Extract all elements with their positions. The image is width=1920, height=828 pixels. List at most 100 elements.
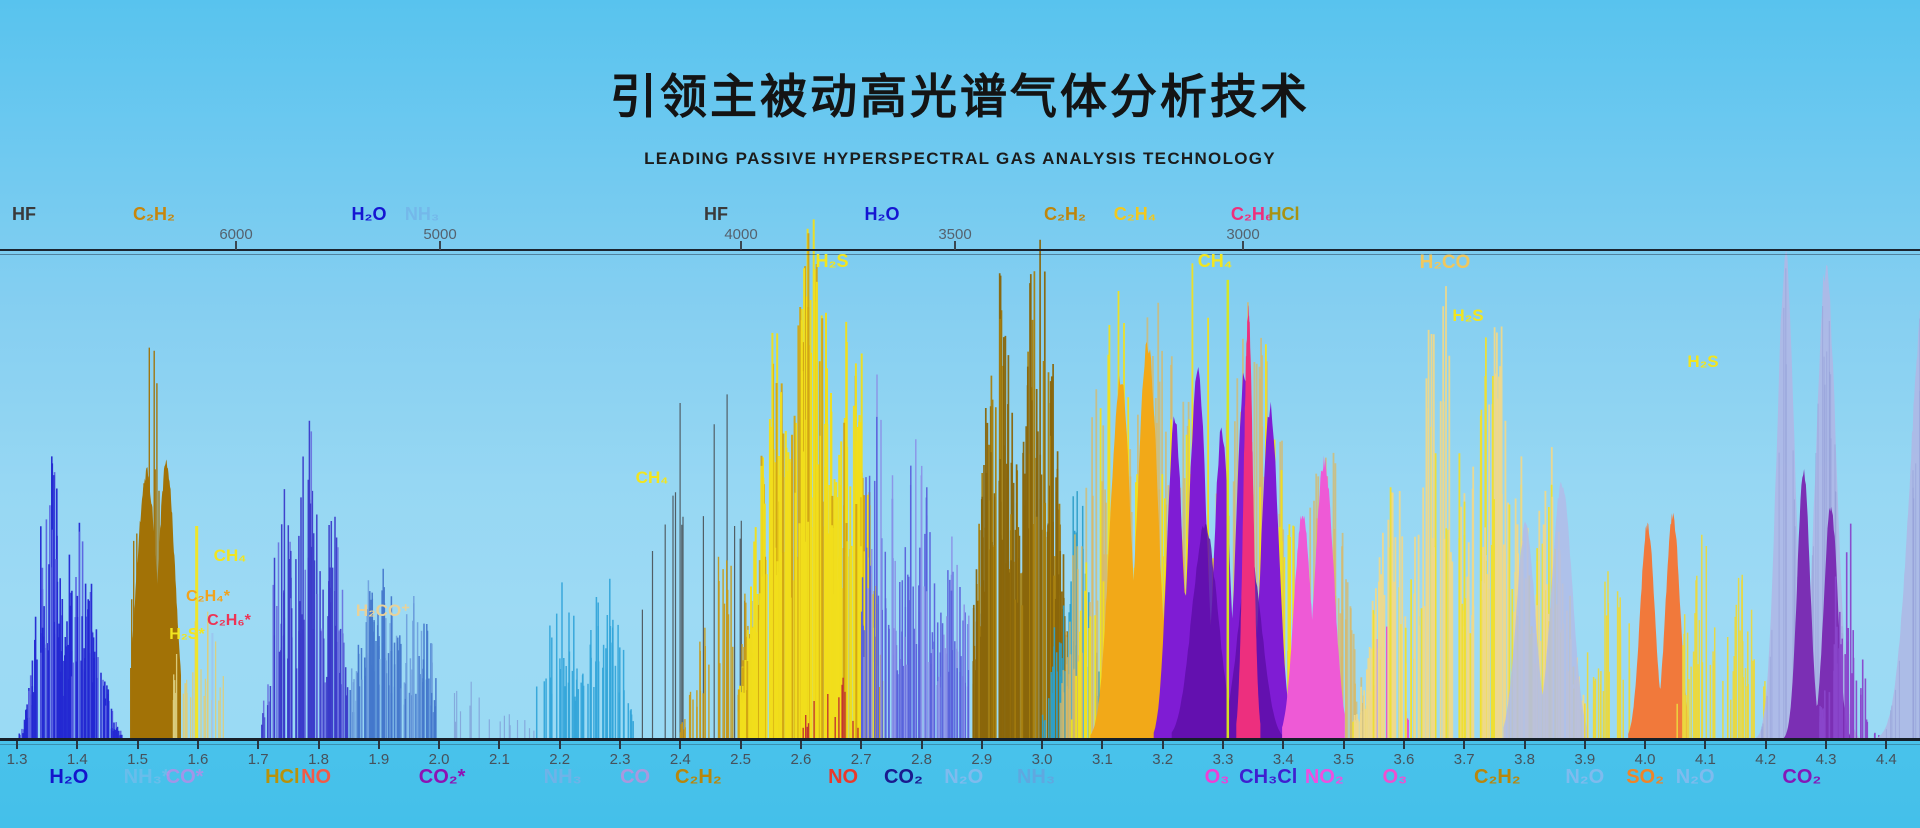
bottom-axis-tick-label: 3.8 <box>1514 751 1535 768</box>
band-yellow-4.12 <box>1676 534 1769 740</box>
spectrum-annotation: CH₄ <box>1197 251 1233 272</box>
band-brown-2.95 <box>972 239 1069 740</box>
bottom-molecule-label: CO <box>620 766 651 788</box>
top-molecule-label: H₂O <box>864 204 900 224</box>
bottom-axis-tick-label: 2.1 <box>488 751 510 768</box>
bottom-molecule-label: CO₂ <box>1782 766 1822 788</box>
top-molecule-label: H₂O <box>351 204 387 224</box>
bottom-molecule-label: NO <box>828 766 859 788</box>
band-co-1.6-khaki <box>172 611 224 740</box>
spectrum-annotation: C₂H₆* <box>207 611 251 629</box>
bottom-axis-tick-label: 3.7 <box>1453 751 1475 768</box>
bottom-molecule-label: O₃ <box>1204 766 1230 788</box>
top-axis-tick-mark <box>740 241 742 250</box>
bottom-axis-tick-mark <box>980 741 983 749</box>
bottom-axis-tick-label: 3.2 <box>1152 751 1174 768</box>
bottom-axis-tick-label: 4.4 <box>1875 751 1897 768</box>
bottom-axis-tick-mark <box>1764 741 1767 749</box>
band-magenta-mass-3.45 <box>1282 455 1345 740</box>
bottom-axis-tick-label: 4.2 <box>1755 751 1777 768</box>
bottom-axis-tick-label: 3.1 <box>1091 751 1113 768</box>
bottom-axis-tick-mark <box>1644 741 1647 749</box>
bottom-axis-tick-label: 1.7 <box>247 751 269 768</box>
bottom-molecule-label: H₂O <box>49 766 89 788</box>
bottom-axis-tick-label: 1.4 <box>66 751 88 768</box>
bottom-molecule-label: HCl <box>265 766 300 788</box>
bottom-axis-tick-mark <box>1342 741 1345 749</box>
bottom-axis-tick-label: 4.1 <box>1694 751 1716 768</box>
band-lavender-3.83 <box>1503 481 1588 740</box>
spectrum-annotation: H₂S <box>1687 351 1719 371</box>
top-axis-tick-label: 3000 <box>1226 226 1260 243</box>
top-axis-tick-mark <box>1242 241 1244 250</box>
band-sparse-2.07 <box>453 681 535 740</box>
top-molecule-label: HCl <box>1268 204 1300 224</box>
bottom-molecule-label: C₂H₂ <box>675 766 722 788</box>
bottom-axis-line <box>0 738 1920 741</box>
bottom-axis-tick-label: 4.3 <box>1815 751 1837 768</box>
bottom-molecule-label: N₂O <box>1565 766 1605 788</box>
bottom-molecule-label: CH₃Cl <box>1239 766 1298 788</box>
bottom-axis-tick-label: 3.9 <box>1574 751 1596 768</box>
bottom-molecule-label: NO <box>301 766 332 788</box>
top-axis-tick-mark <box>954 241 956 250</box>
bottom-axis-tick-mark <box>739 741 742 749</box>
bottom-axis-tick-mark <box>619 741 621 749</box>
top-axis-tick-label: 4000 <box>724 226 758 243</box>
band-lavender-edge-4.46 <box>1877 310 1920 740</box>
top-molecule-label: NH₃ <box>404 204 440 224</box>
band-h2co-1.78-indigo <box>261 420 349 740</box>
bottom-axis-tick-label: 2.4 <box>669 751 691 768</box>
top-axis-line <box>0 249 1920 251</box>
bottom-axis-tick-mark <box>860 741 863 749</box>
top-molecule-label: C₂H₂ <box>133 204 175 224</box>
spectrum-annotation: H₂CO <box>1419 251 1471 273</box>
bottom-axis-tick-mark <box>1222 741 1224 749</box>
band-nh3-2.23-cyan <box>535 578 634 740</box>
bottom-molecule-label: N₂O <box>1675 766 1715 788</box>
bottom-axis-tick-mark <box>1402 741 1405 749</box>
top-molecule-label: HF <box>12 204 36 224</box>
top-axis-tick-mark <box>235 241 237 250</box>
band-steelblue-1.9 <box>349 568 437 740</box>
bottom-axis-tick-label: 1.5 <box>127 751 149 768</box>
spectrum-annotation: H₂S <box>1452 305 1484 325</box>
band-co2-4.28-purple <box>1782 469 1864 740</box>
top-axis-tick-label: 5000 <box>423 226 457 243</box>
bottom-axis-tick-label: 2.9 <box>971 751 993 768</box>
bottom-axis-tick-mark <box>1885 741 1888 749</box>
bottom-axis-tick-mark <box>76 741 79 749</box>
band-h2o-2.75-cornflower <box>860 374 970 740</box>
bottom-axis-tick-label: 3.6 <box>1393 751 1415 768</box>
bottom-axis-tick-mark <box>1463 741 1466 749</box>
bottom-axis-tick-mark <box>1583 741 1586 749</box>
bottom-axis-tick-mark <box>799 741 802 749</box>
bottom-axis-tick-mark <box>1041 741 1044 749</box>
band-violet-4.33 <box>1819 523 1880 740</box>
band-h2s-2.6-yellow <box>737 219 884 740</box>
band-crimson-2.65 <box>802 677 865 740</box>
bottom-axis-tick-label: 2.3 <box>609 751 631 768</box>
bottom-axis-tick-label: 2.5 <box>730 751 752 768</box>
bottom-molecule-label: CO₂ <box>883 766 923 788</box>
bottom-axis-line-secondary <box>0 744 1920 745</box>
top-axis-line-secondary <box>0 254 1920 255</box>
bottom-axis-tick-mark <box>1523 741 1526 749</box>
bottom-molecule-label: C₂H₂ <box>1474 766 1521 788</box>
bottom-axis-tick-label: 1.3 <box>6 751 28 768</box>
bottom-molecule-label: N₂O <box>944 766 984 788</box>
bottom-molecule-label: CO₂* <box>418 766 466 788</box>
bottom-axis-tick-mark <box>377 741 380 749</box>
header: 引领主被动高光谱气体分析技术 LEADING PASSIVE HYPERSPEC… <box>0 58 1920 169</box>
bottom-axis-tick-label: 2.2 <box>549 751 571 768</box>
page-subtitle: LEADING PASSIVE HYPERSPECTRAL GAS ANALYS… <box>644 149 1276 168</box>
bottom-axis-tick-label: 1.8 <box>308 751 329 768</box>
spectrum-annotation: CH₄ <box>635 467 669 487</box>
top-molecule-label: C₂H₂ <box>1044 204 1086 224</box>
bottom-axis-tick-label: 2.7 <box>850 751 872 768</box>
spectrum-annotation: H₂S* <box>169 625 205 643</box>
bottom-axis-tick-mark <box>679 741 682 749</box>
bottom-axis-tick-label: 2.0 <box>428 751 450 768</box>
bottom-molecule-label: NH₃ <box>1016 766 1056 788</box>
bottom-axis-tick-mark <box>1282 741 1285 749</box>
